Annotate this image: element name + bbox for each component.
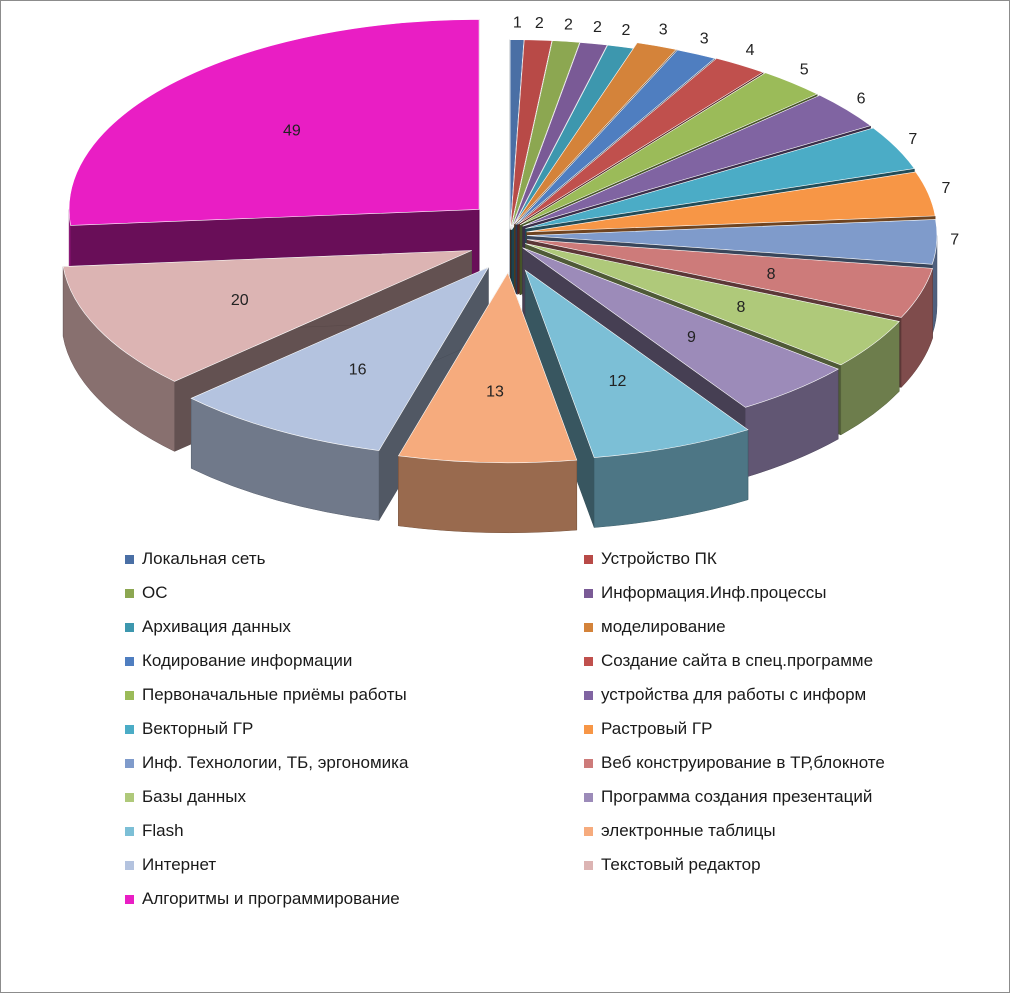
pie-slice-top — [397, 272, 578, 464]
data-label: 2 — [564, 17, 573, 34]
data-label: 7 — [908, 131, 917, 148]
pie-slice-top — [524, 269, 749, 458]
data-label: 2 — [535, 15, 544, 32]
data-label: 7 — [941, 180, 950, 197]
pie-slice-top — [525, 243, 900, 366]
data-label: 12 — [609, 373, 627, 390]
pie-slice-top — [190, 266, 490, 451]
pie-slice-top — [510, 39, 553, 230]
data-label: 49 — [283, 123, 301, 140]
data-label: 13 — [486, 383, 504, 400]
pie-slice-top — [509, 39, 525, 230]
data-label: 8 — [767, 266, 776, 283]
data-label: 1 — [513, 15, 522, 32]
pie-slice-top — [510, 40, 581, 230]
pie-slice-top — [515, 49, 716, 225]
pie-slice-top — [522, 94, 872, 227]
pie-slice-top — [525, 127, 915, 229]
pie-slice-top — [526, 219, 938, 265]
data-label: 8 — [737, 299, 746, 316]
data-label: 7 — [950, 231, 959, 248]
data-label: 3 — [659, 22, 668, 39]
pie-slice-top — [510, 42, 608, 230]
pie-slice-top — [522, 247, 839, 408]
data-label: 9 — [687, 329, 696, 346]
pie-slice — [524, 269, 749, 528]
pie-slice-top — [519, 72, 818, 226]
data-label: 16 — [349, 361, 367, 378]
pie-slice-top — [62, 250, 472, 382]
data-label: 6 — [857, 90, 866, 107]
data-label: 2 — [593, 19, 602, 36]
data-label: 3 — [700, 30, 709, 47]
data-label: 5 — [800, 61, 809, 78]
pie-slice-top — [514, 42, 677, 225]
pie-slice-top — [527, 239, 933, 318]
pie-slice — [397, 271, 578, 533]
pie-slice-top — [526, 171, 936, 233]
data-label: 20 — [231, 292, 249, 309]
data-label: 2 — [621, 22, 630, 39]
data-label: 4 — [746, 42, 755, 59]
pie-slice-top — [68, 19, 480, 226]
pie-slice-top — [517, 57, 764, 225]
